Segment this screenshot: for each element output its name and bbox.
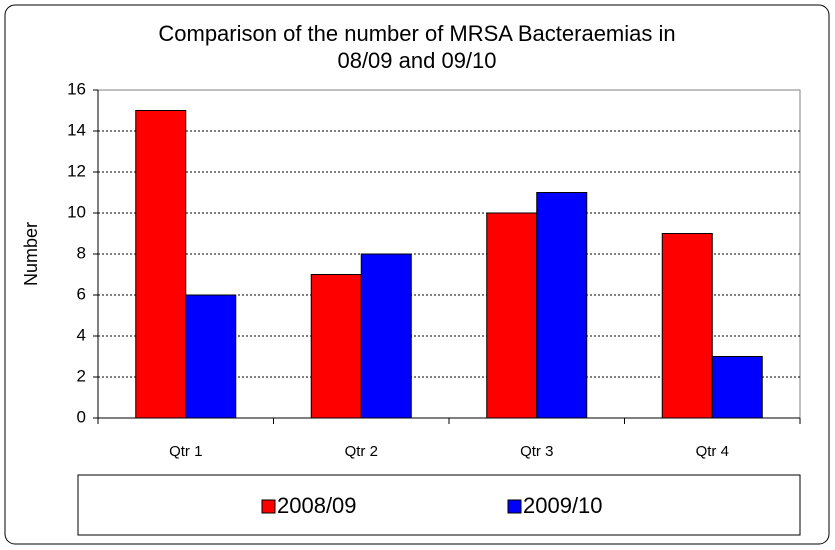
- x-tick-label: Qtr 2: [345, 443, 378, 460]
- y-tick-label: 4: [77, 325, 86, 344]
- legend-label: 2008/09: [277, 493, 357, 518]
- legend-label: 2009/10: [523, 493, 603, 518]
- bar: [486, 212, 538, 419]
- bar: [310, 274, 362, 419]
- x-tick-label: Qtr 3: [520, 443, 553, 460]
- bar: [360, 253, 412, 419]
- bar: [661, 233, 713, 419]
- bar: [185, 294, 237, 419]
- y-tick-label: 8: [77, 243, 86, 262]
- legend-swatch: [507, 499, 522, 514]
- x-tick-label: Qtr 4: [696, 443, 729, 460]
- y-tick-label: 2: [77, 366, 86, 385]
- bar: [711, 356, 763, 419]
- y-tick-label: 14: [67, 120, 86, 139]
- bar: [135, 110, 187, 419]
- y-tick-label: 10: [67, 202, 86, 221]
- chart-title: Comparison of the number of MRSA Bactera…: [158, 21, 676, 73]
- y-tick-label: 12: [67, 161, 86, 180]
- y-axis-label: Number: [21, 222, 41, 286]
- y-tick-label: 16: [67, 79, 86, 98]
- bar: [536, 192, 588, 419]
- legend-box: [77, 474, 801, 536]
- x-tick-label: Qtr 1: [169, 443, 202, 460]
- y-tick-label: 6: [77, 284, 86, 303]
- y-tick-label: 0: [77, 407, 86, 426]
- legend-swatch: [261, 499, 276, 514]
